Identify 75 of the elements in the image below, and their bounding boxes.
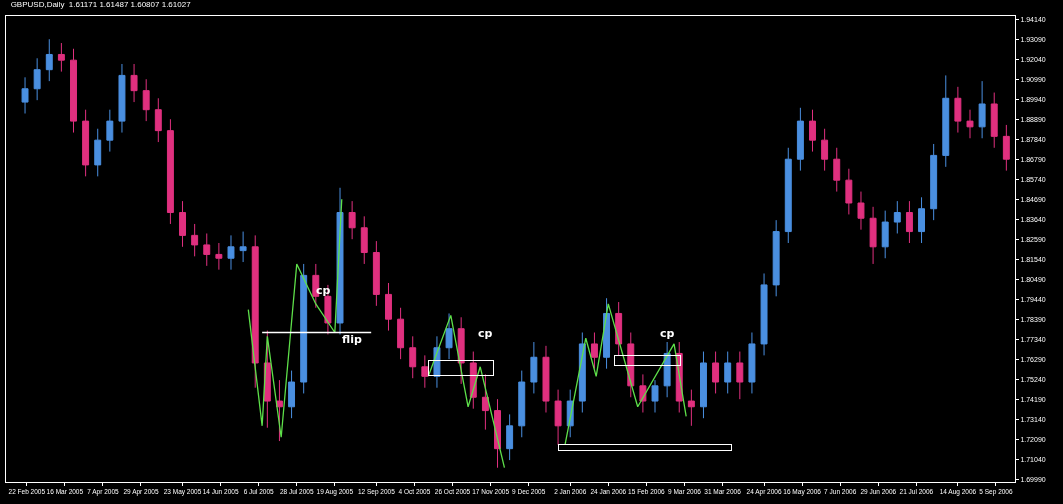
candlestick: [409, 335, 417, 379]
candlestick: [94, 128, 102, 177]
candlestick: [966, 109, 974, 139]
candlestick: [45, 38, 53, 82]
candlestick: [397, 307, 405, 360]
candlestick: [372, 240, 380, 307]
candlestick: [905, 200, 913, 244]
candlestick: [385, 282, 392, 332]
candlestick: [106, 109, 114, 153]
candlestick: [518, 370, 526, 438]
candlestick: [724, 351, 732, 394]
candlestick: [506, 413, 514, 461]
candlestick: [712, 351, 720, 394]
candlestick: [700, 351, 707, 419]
candlestick: [227, 234, 235, 271]
annotation: cp: [478, 327, 493, 340]
line-series: [564, 303, 687, 446]
candlestick: [118, 63, 126, 134]
chart-title: GBPUSD,Daily 1.61171 1.61487 1.60807 1.61027: [10, 0, 192, 10]
candlestick: [166, 118, 174, 225]
candlestick: [845, 168, 853, 215]
candlestick: [772, 219, 780, 297]
candlestick: [930, 143, 938, 221]
candlestick: [239, 231, 247, 263]
candlestick: [881, 210, 889, 259]
annotation: flip: [342, 333, 362, 346]
candlestick: [893, 200, 901, 234]
candlestick: [33, 57, 41, 101]
candlestick: [748, 332, 756, 394]
candlestick: [990, 92, 998, 149]
candlestick: [360, 215, 368, 265]
candlestick: [21, 76, 29, 114]
candlestick: [215, 242, 223, 271]
candlestick: [130, 63, 138, 103]
candlestick: [82, 109, 90, 177]
candlestick: [687, 389, 695, 427]
candlestick: [821, 128, 829, 172]
line-series: [427, 314, 506, 469]
candlestick: [590, 332, 598, 370]
candlestick: [288, 370, 296, 419]
candlestick: [554, 389, 562, 446]
candlestick: [191, 223, 199, 257]
candlestick: [457, 316, 465, 385]
candlestick: [481, 373, 489, 431]
line-series: [247, 198, 343, 438]
candlestick: [954, 86, 962, 134]
candlestick: [978, 80, 986, 139]
candlestick: [809, 109, 816, 153]
candlestick: [57, 42, 65, 73]
candlestick: [918, 196, 926, 244]
candlestick: [542, 345, 550, 413]
candlestick: [736, 351, 744, 400]
candlestick: [651, 379, 659, 413]
candlestick: [784, 147, 792, 244]
candlestick: [1002, 124, 1010, 172]
annotation: cp: [660, 327, 675, 340]
candlestick: [251, 234, 259, 389]
candlestick: [942, 74, 950, 168]
candlestick: [348, 200, 356, 240]
candlestick: [530, 341, 538, 394]
candlestick: [603, 297, 611, 370]
candlestick: [70, 48, 77, 134]
candlestick: [857, 191, 865, 231]
candlestick: [833, 147, 841, 193]
candlestick: [796, 107, 804, 172]
candlestick: [142, 78, 150, 122]
candlestick: [154, 97, 162, 143]
candlestick: [421, 354, 429, 389]
candlestick: [760, 272, 768, 356]
candlestick: [615, 301, 623, 356]
candlestick: [300, 263, 308, 394]
candlestick: [445, 312, 453, 360]
candlestick: [203, 232, 211, 267]
candlestick: [869, 206, 877, 265]
candlestick: [179, 200, 186, 248]
